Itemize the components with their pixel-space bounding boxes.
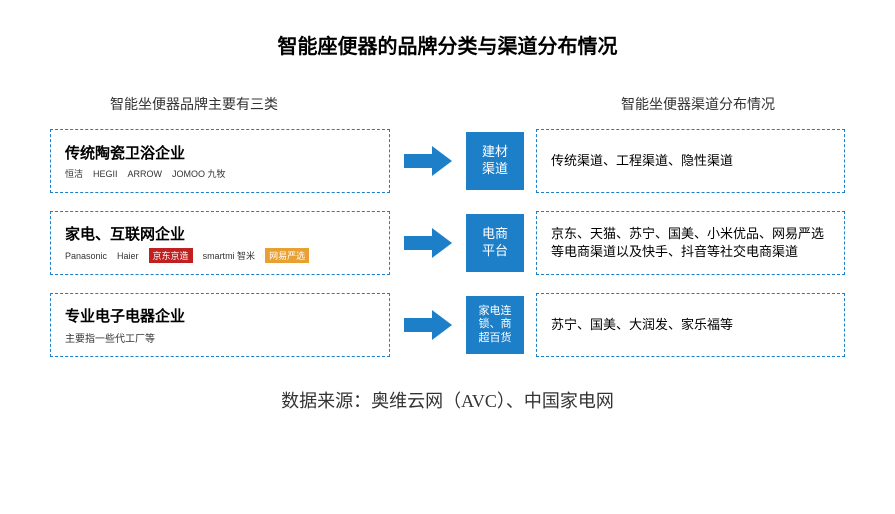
brand-hengjie: 恒洁 bbox=[65, 167, 83, 180]
brand-netease: 网易严选 bbox=[265, 248, 309, 263]
brand-panasonic: Panasonic bbox=[65, 251, 107, 261]
row-2: 家电、互联网企业 Panasonic Haier 京东京造 smartmi 智米… bbox=[50, 211, 845, 275]
subtitles-row: 智能坐便器品牌主要有三类 智能坐便器渠道分布情况 bbox=[50, 94, 845, 114]
brand-jd: 京东京造 bbox=[149, 248, 193, 263]
arrow-icon-2 bbox=[402, 228, 454, 258]
right-box-2: 京东、天猫、苏宁、国美、小米优品、网易严选等电商渠道以及快手、抖音等社交电商渠道 bbox=[536, 211, 845, 275]
right-box-3: 苏宁、国美、大润发、家乐福等 bbox=[536, 293, 845, 357]
row-3: 专业电子电器企业 主要指一些代工厂等 家电连锁、商超百货 苏宁、国美、大润发、家… bbox=[50, 293, 845, 357]
arrow-icon-3 bbox=[402, 310, 454, 340]
left-title-1: 传统陶瓷卫浴企业 bbox=[65, 142, 375, 163]
left-box-1: 传统陶瓷卫浴企业 恒洁 HEGII ARROW JOMOO 九牧 bbox=[50, 129, 390, 193]
brand-arrow: ARROW bbox=[128, 169, 163, 179]
brand-jomoo: JOMOO 九牧 bbox=[172, 167, 226, 180]
mid-box-3: 家电连锁、商超百货 bbox=[466, 296, 524, 354]
diagram-rows: 传统陶瓷卫浴企业 恒洁 HEGII ARROW JOMOO 九牧 建材渠道 传统… bbox=[50, 129, 845, 357]
subtitle-right: 智能坐便器渠道分布情况 bbox=[621, 94, 775, 114]
brand-smartmi: smartmi 智米 bbox=[203, 249, 256, 262]
left-box-3: 专业电子电器企业 主要指一些代工厂等 bbox=[50, 293, 390, 357]
row-1: 传统陶瓷卫浴企业 恒洁 HEGII ARROW JOMOO 九牧 建材渠道 传统… bbox=[50, 129, 845, 193]
subtitle-left: 智能坐便器品牌主要有三类 bbox=[110, 94, 278, 114]
right-box-1: 传统渠道、工程渠道、隐性渠道 bbox=[536, 129, 845, 193]
footer-source: 数据来源：奥维云网（AVC）、中国家电网 bbox=[50, 387, 845, 413]
arrow-icon-1 bbox=[402, 146, 454, 176]
left-title-2: 家电、互联网企业 bbox=[65, 223, 375, 244]
brand-hegii: HEGII bbox=[93, 169, 118, 179]
left-brands-3: 主要指一些代工厂等 bbox=[65, 330, 375, 345]
left-brands-2: Panasonic Haier 京东京造 smartmi 智米 网易严选 bbox=[65, 248, 375, 263]
left-box-2: 家电、互联网企业 Panasonic Haier 京东京造 smartmi 智米… bbox=[50, 211, 390, 275]
mid-box-2: 电商平台 bbox=[466, 214, 524, 272]
mid-box-1: 建材渠道 bbox=[466, 132, 524, 190]
left-brands-1: 恒洁 HEGII ARROW JOMOO 九牧 bbox=[65, 167, 375, 180]
left-title-3: 专业电子电器企业 bbox=[65, 305, 375, 326]
page-title: 智能座便器的品牌分类与渠道分布情况 bbox=[50, 30, 845, 59]
brand-haier: Haier bbox=[117, 251, 139, 261]
brands-note: 主要指一些代工厂等 bbox=[65, 330, 155, 345]
